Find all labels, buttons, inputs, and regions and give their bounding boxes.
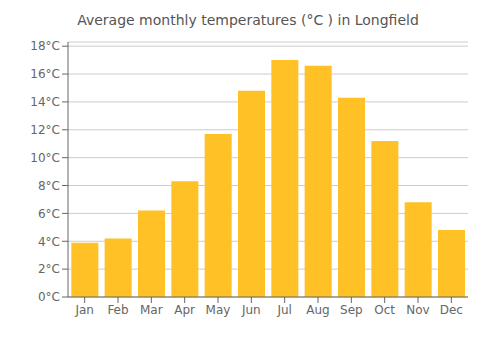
svg-text:Apr: Apr [174,303,195,317]
svg-text:4°C: 4°C [38,235,60,249]
svg-text:Mar: Mar [140,303,163,317]
svg-text:Sep: Sep [340,303,363,317]
svg-text:Dec: Dec [440,303,463,317]
svg-text:8°C: 8°C [38,179,60,193]
svg-text:6°C: 6°C [38,207,60,221]
svg-text:Jan: Jan [74,303,94,317]
svg-text:12°C: 12°C [30,123,60,137]
svg-text:2°C: 2°C [38,262,60,276]
svg-text:16°C: 16°C [30,67,60,81]
svg-text:Nov: Nov [406,303,429,317]
svg-text:0°C: 0°C [38,290,60,304]
svg-text:Oct: Oct [374,303,395,317]
svg-text:Jun: Jun [241,303,261,317]
svg-text:Jul: Jul [276,303,291,317]
svg-text:18°C: 18°C [30,39,60,53]
svg-text:10°C: 10°C [30,151,60,165]
svg-text:May: May [206,303,231,317]
svg-text:14°C: 14°C [30,95,60,109]
html-text:Average monthly temperatures (: Average monthly temperatures (°C ) in Lo… [77,12,419,28]
svg-text:Aug: Aug [306,303,329,317]
svg-text:Feb: Feb [107,303,128,317]
